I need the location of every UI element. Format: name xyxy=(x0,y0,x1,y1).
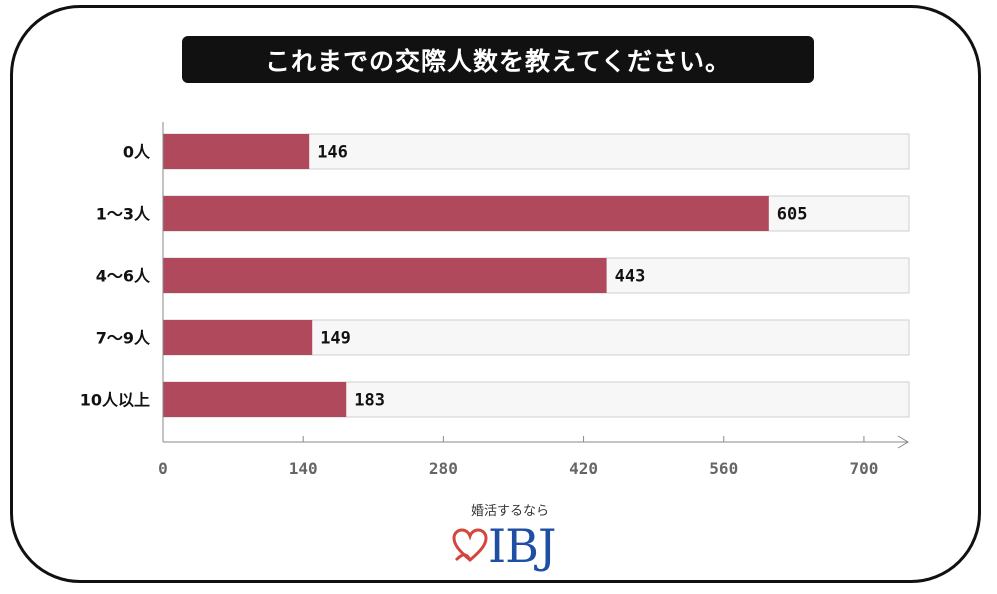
x-tick-label: 280 xyxy=(429,459,458,478)
data-label: 146 xyxy=(317,143,348,163)
heart-icon xyxy=(452,528,488,562)
category-label: 7〜9人 xyxy=(96,329,151,348)
category-label: 0人 xyxy=(123,143,151,162)
chart-frame xyxy=(10,5,981,583)
logo-text: IBJ xyxy=(488,519,556,573)
bar xyxy=(163,320,313,355)
data-label: 605 xyxy=(777,205,808,225)
x-axis-arrow xyxy=(897,435,909,449)
category-label: 1〜3人 xyxy=(96,205,151,224)
chart-title: これまでの交際人数を教えてください。 xyxy=(182,36,814,83)
category-label: 4〜6人 xyxy=(96,267,151,286)
x-tick-label: 700 xyxy=(849,459,878,478)
bar xyxy=(163,134,310,169)
bar xyxy=(163,258,607,293)
x-tick-label: 420 xyxy=(569,459,598,478)
ibj-logo: IBJ xyxy=(452,518,556,574)
data-label: 443 xyxy=(615,267,646,287)
category-label: 10人以上 xyxy=(80,391,150,410)
bar xyxy=(163,382,347,417)
data-label: 183 xyxy=(354,391,385,411)
bar xyxy=(163,196,769,231)
x-tick-label: 560 xyxy=(709,459,738,478)
data-label: 149 xyxy=(320,329,351,349)
logo-tagline: 婚活するなら xyxy=(470,504,549,519)
x-tick-label: 140 xyxy=(289,459,318,478)
x-tick-label: 0 xyxy=(158,459,168,478)
